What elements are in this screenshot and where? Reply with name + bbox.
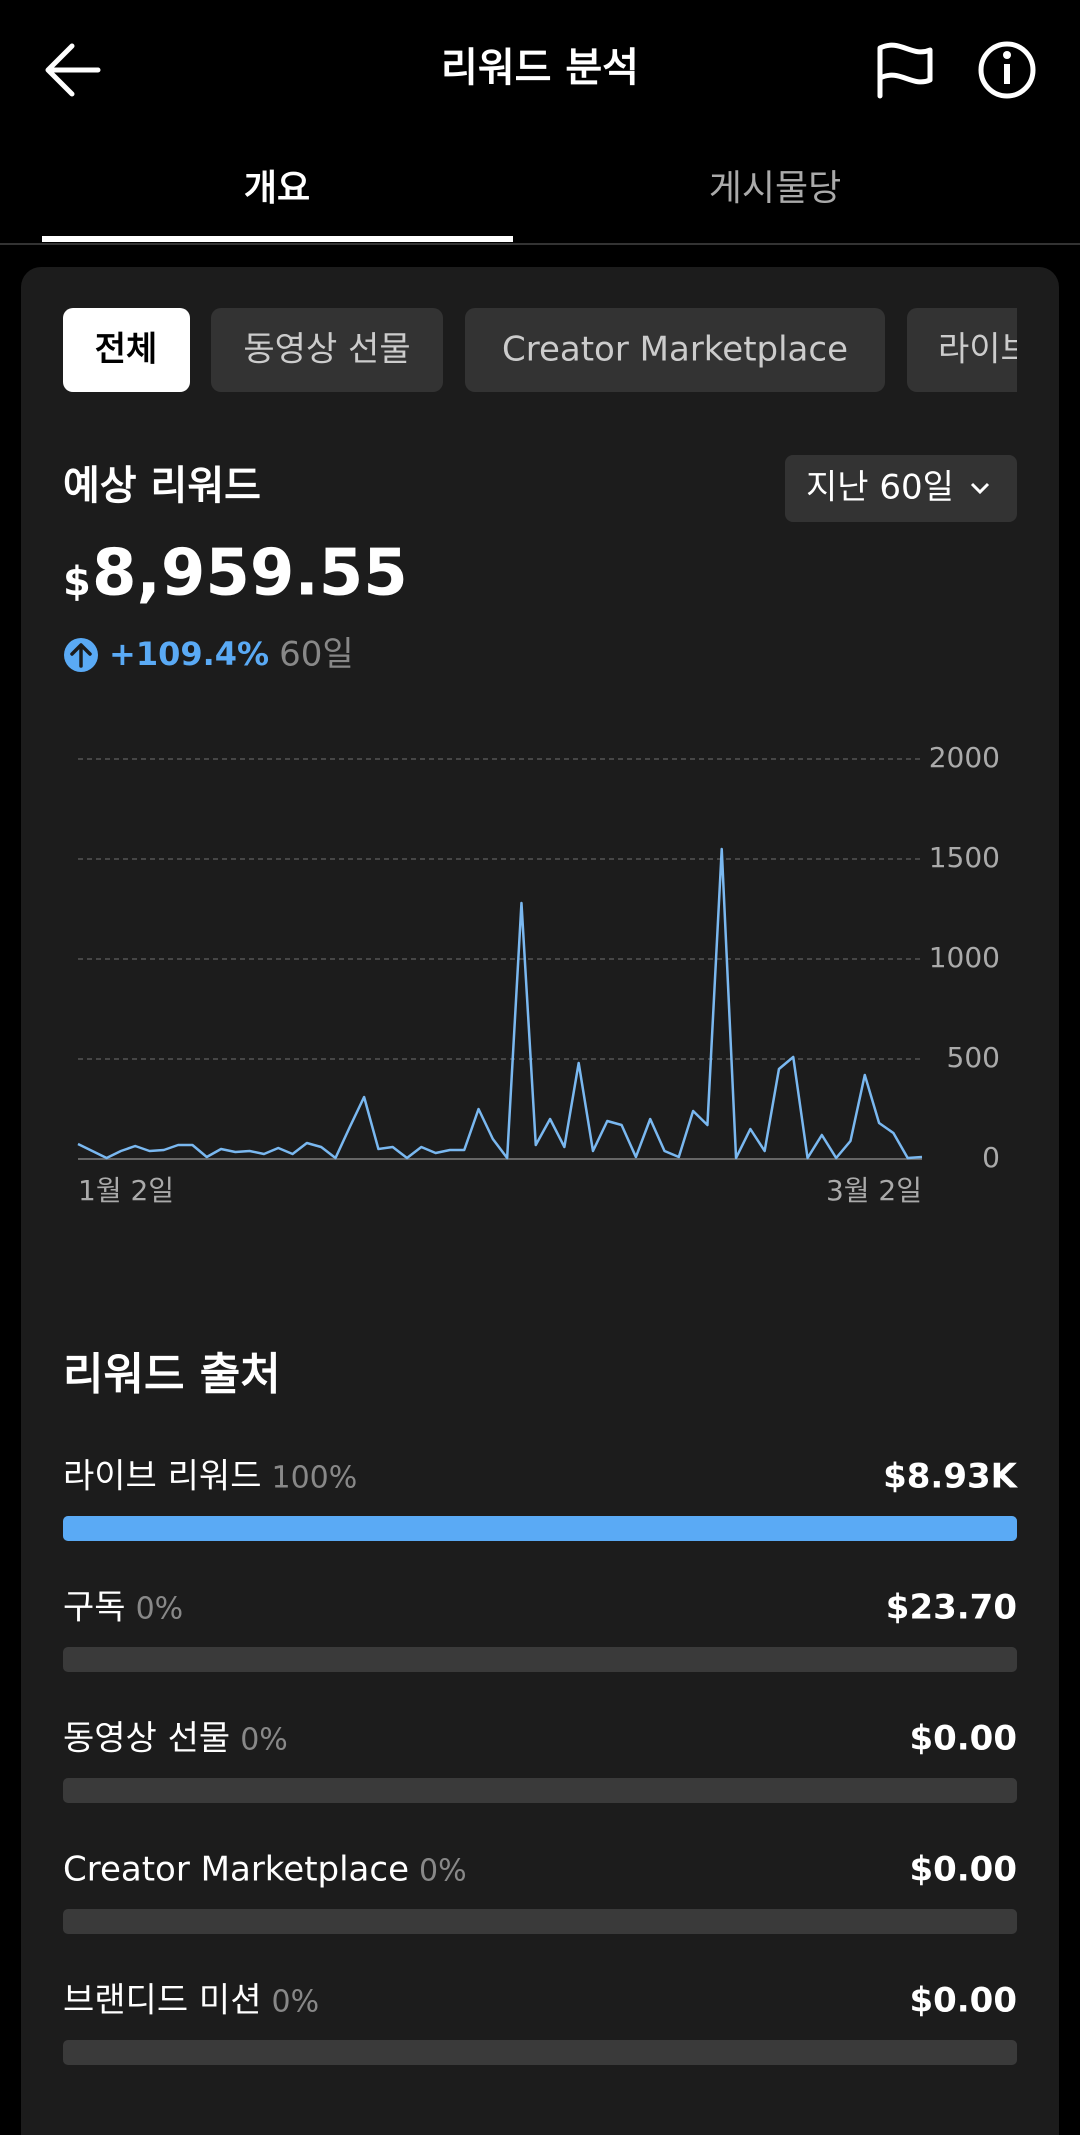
flag-button[interactable] [877, 42, 933, 99]
chip-active[interactable] [63, 308, 190, 392]
source-name: 브랜디드 미션 [63, 1981, 262, 2021]
back-icon [45, 43, 101, 97]
change-arrow [70, 643, 92, 668]
info-button[interactable] [978, 41, 1036, 99]
source-share: 0% [240, 1723, 288, 1758]
chip-label: Creator Marketplace [502, 330, 848, 370]
total-amount: 8,959.55 [92, 537, 408, 611]
source-share: 0% [136, 1592, 184, 1627]
source-name: 구독 [63, 1588, 126, 1628]
chip-label: 동영상 선물 [243, 330, 410, 370]
chip[interactable] [465, 308, 885, 392]
y-tick-label: 2000 [929, 741, 1000, 774]
info-icon-bar [1004, 64, 1010, 84]
source-name: 라이브 리워드 [63, 1457, 262, 1497]
y-tick-label: 1500 [929, 841, 1000, 874]
summary-label: 예상 리워드 [63, 463, 261, 509]
chip-label: 라이브 [938, 330, 1032, 370]
info-icon-dot [1003, 51, 1011, 59]
source-track [63, 1778, 1017, 1803]
data-line [77, 847, 923, 1160]
currency-symbol: $ [63, 559, 91, 605]
tab[interactable]: 게시물당 [709, 168, 841, 209]
source-amount: $23.70 [886, 1588, 1017, 1628]
source-share: 0% [419, 1854, 467, 1889]
filter-chips: 전체 동영상 선물 Creator Marketplace 라이브 [63, 308, 1067, 392]
source-track [63, 1909, 1017, 1934]
tab-active[interactable]: 개요 [244, 168, 310, 209]
source-share: 0% [272, 1985, 320, 2020]
source-name: 동영상 선물 [63, 1719, 230, 1759]
source-amount: $0.00 [909, 1981, 1017, 2021]
source-name: Creator Marketplace [63, 1850, 409, 1890]
page-title: 리워드 분석 [441, 45, 639, 91]
period-label: 지난 60일 [806, 468, 954, 508]
y-tick-label: 0 [982, 1141, 1000, 1174]
flag-icon [877, 42, 933, 99]
change-value: +109.4% [109, 635, 269, 673]
dropdown-chevron [970, 482, 990, 495]
x-tick-label: 1월 2일 [78, 1174, 174, 1207]
chip[interactable] [907, 308, 1067, 392]
source-track [63, 1647, 1017, 1672]
y-tick-label: 500 [947, 1041, 1000, 1074]
source-amount: $0.00 [909, 1850, 1017, 1890]
chip[interactable] [211, 308, 443, 392]
source-amount: $8.93K [883, 1457, 1019, 1497]
source-bar [63, 1516, 1017, 1541]
tab-indicator [42, 236, 513, 242]
tab-divider [0, 243, 1080, 245]
source-amount: $0.00 [909, 1719, 1017, 1759]
back-button[interactable] [45, 43, 101, 97]
source-track [63, 2040, 1017, 2065]
chip-label: 전체 [95, 330, 158, 370]
x-tick-label: 3월 2일 [826, 1174, 922, 1207]
period-dropdown[interactable] [785, 455, 1017, 522]
info-icon [978, 41, 1036, 99]
source-share: 100% [272, 1461, 358, 1496]
sources-title: 리워드 출처 [63, 1349, 281, 1400]
y-tick-label: 1000 [929, 941, 1000, 974]
change-period: 60일 [279, 635, 354, 675]
